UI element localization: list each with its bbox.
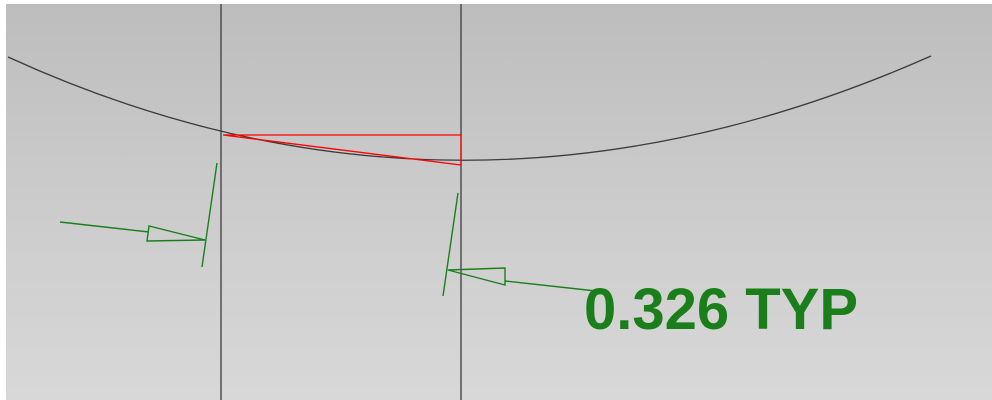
- leader-line-right: [504, 280, 597, 292]
- extension-line-left: [201, 162, 218, 268]
- arrowhead-right-icon: [447, 267, 506, 286]
- extension-line-right: [442, 192, 459, 297]
- dimension-text[interactable]: 0.326 TYP: [584, 277, 858, 342]
- arrowhead-left-icon: [146, 225, 206, 242]
- cad-viewport[interactable]: 0.326 TYP: [6, 4, 992, 400]
- cad-drawing[interactable]: 0.326 TYP: [6, 4, 992, 400]
- leader-line-left: [59, 221, 150, 233]
- highlight-triangle[interactable]: [222, 134, 462, 166]
- arc-curve[interactable]: [7, 55, 932, 161]
